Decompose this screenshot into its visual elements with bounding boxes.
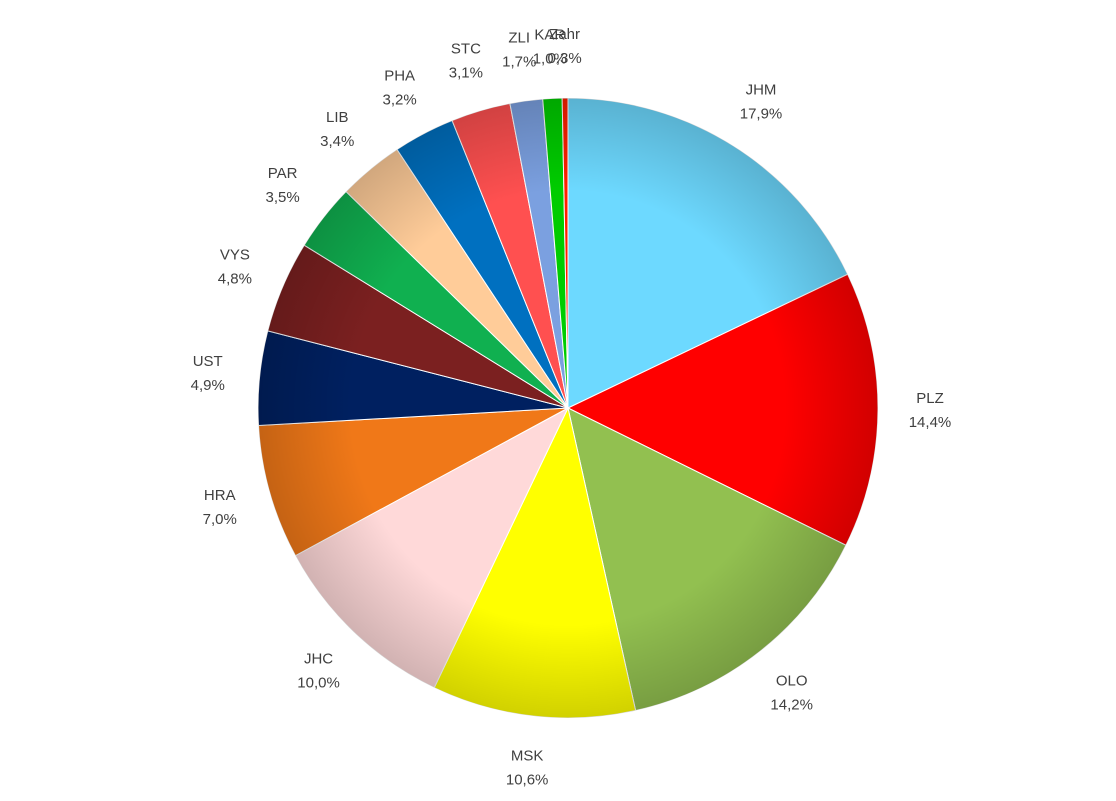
slice-value-label: 0,3% xyxy=(547,50,581,67)
slice-category-label: PLZ xyxy=(916,390,944,407)
slice-value-label: 3,2% xyxy=(383,92,417,109)
slice-value-label: 7,0% xyxy=(203,511,237,528)
slice-value-label: 3,5% xyxy=(266,189,300,206)
slice-value-label: 14,4% xyxy=(909,414,952,431)
slice-category-label: OLO xyxy=(776,673,808,690)
slice-value-label: 1,0% xyxy=(533,50,567,67)
slice-value-label: 14,2% xyxy=(770,697,813,714)
slice-category-label: PHA xyxy=(384,68,415,85)
slice-value-label: 17,9% xyxy=(740,106,783,123)
slice-category-label: KAR xyxy=(534,26,565,43)
slice-category-label: VYS xyxy=(220,246,250,263)
slice-category-label: LIB xyxy=(326,109,349,126)
slice-value-label: 3,1% xyxy=(449,65,483,82)
slice-value-label: 10,6% xyxy=(506,772,549,789)
slice-category-label: MSK xyxy=(511,748,544,765)
slice-value-label: 10,0% xyxy=(297,674,340,691)
slice-value-label: 4,9% xyxy=(191,377,225,394)
slice-category-label: JHC xyxy=(304,650,333,667)
slice-category-label: STC xyxy=(451,41,481,58)
slice-category-label: PAR xyxy=(268,165,298,182)
slice-category-label: Zahr xyxy=(549,26,580,43)
pie xyxy=(257,97,879,719)
slice-value-label: 4,8% xyxy=(218,270,252,287)
slice-value-label: 1,7% xyxy=(502,53,536,70)
slice-category-label: ZLI xyxy=(508,29,530,46)
slice-category-label: HRA xyxy=(204,487,236,504)
slice-category-label: JHM xyxy=(746,82,777,99)
slice-value-label: 3,4% xyxy=(320,133,354,150)
slice-category-label: UST xyxy=(193,353,223,370)
